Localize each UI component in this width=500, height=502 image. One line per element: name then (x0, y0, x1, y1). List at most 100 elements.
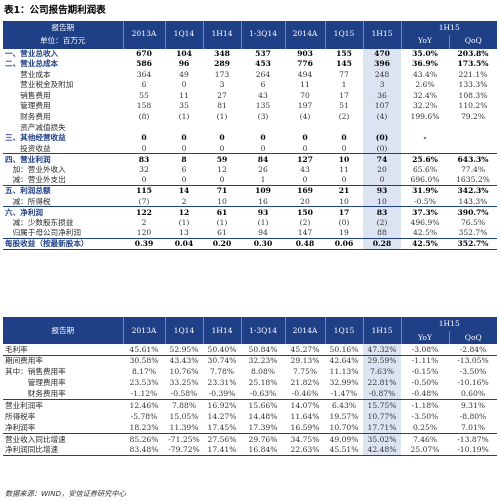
table-cell: 30.74% (203, 354, 241, 367)
table-cell: 0 (141, 175, 147, 185)
table-cell: (7) (138, 196, 150, 206)
table-row: 销售费用 55 11 27 43 70 17 36 32.4% 108.3% (3, 90, 497, 101)
table-cell: -13.87% (449, 432, 497, 445)
table-cell: 903 (285, 47, 325, 59)
table-cell: 0 (260, 143, 266, 153)
table-cell: 1635.2% (456, 175, 490, 185)
table-cell: 11.13% (329, 367, 359, 377)
row-label: 毛利率 (5, 344, 28, 354)
table-cell: 31.9% (401, 185, 449, 197)
table-cell: 0 (219, 175, 225, 185)
table-cell: 7.63% (363, 366, 401, 378)
table-cell: (2) (338, 112, 350, 122)
table-cell: 32.23% (241, 354, 285, 367)
table-cell: 22.63% (285, 444, 325, 457)
table-row: 净利润率 18.23% 11.39% 17.45% 17.39% 16.59% 10.70%… (3, 422, 497, 434)
table-cell: 17.41% (203, 444, 241, 457)
table-cell: 494 (297, 69, 313, 79)
table-cell: 15.75% (363, 399, 401, 412)
table-cell (449, 133, 497, 144)
table-cell: 34.75% (285, 432, 325, 445)
table-cell: 93 (363, 185, 401, 197)
table-cell: 16 (258, 196, 268, 206)
table-cell: 470 (363, 47, 401, 59)
table-cell: 45.27% (290, 344, 320, 354)
row-label: 营业收入同比增速 (3, 432, 123, 445)
table-cell: (1) (178, 218, 190, 227)
table-cell: 21 (325, 185, 363, 197)
table-row: 每股收益（按最新股本） 0.39 0.04 0.20 0.30 0.48 0.06 0.28 4… (3, 238, 497, 250)
table-cell: 0.60% (460, 389, 486, 399)
table-cell: (4) (299, 112, 311, 122)
table-cell: 0.20 (203, 238, 241, 250)
table-cell (363, 122, 401, 133)
table-cell (401, 143, 449, 154)
table-cell: 17 (325, 206, 363, 218)
header-unit-label: 单位：百万元 (3, 35, 124, 48)
table-cell: (0) (363, 143, 401, 154)
table-cell: -2.84% (459, 344, 487, 354)
table-cell: 83.48% (123, 444, 165, 457)
table-cell: 0.30 (241, 238, 285, 250)
income-statement-table: 报告期 2013A 1Q14 1H14 1-3Q14 2014A 1Q15 1H… (3, 21, 497, 250)
table-cell: -1.47% (330, 389, 358, 399)
table-cell: 30.58% (123, 354, 165, 367)
table-cell: 10 (363, 196, 401, 207)
table-cell: 77.4% (460, 165, 486, 175)
table-cell: (1) (178, 112, 190, 122)
table-cell: 0 (181, 80, 187, 90)
table-cell: 42.5% (401, 238, 449, 250)
table-cell: 696.0% (410, 175, 440, 185)
table-cell: 390.7% (449, 206, 497, 218)
table-cell (203, 122, 241, 133)
table-cell (241, 122, 285, 133)
table-cell: 147 (297, 228, 313, 238)
table-row: 一、营业总收入 670 104 348 537 903 155 470 35.0% 203.8% (3, 47, 497, 59)
col-header: 2013A (123, 21, 166, 48)
table-cell: 10 (325, 153, 363, 165)
row-label: 减：少数股东损益 (5, 218, 74, 227)
table-cell (401, 122, 449, 133)
table-cell: 52.95% (169, 344, 199, 354)
table-cell: 586 (136, 59, 152, 69)
table-cell: 76.5% (460, 218, 486, 227)
table-cell: 49.09% (325, 432, 363, 445)
col-group-header: 1H15 (401, 317, 497, 331)
table-cell: 0 (141, 143, 147, 153)
table-cell: 16.92% (203, 399, 241, 412)
row-label: 一、营业总收入 (3, 47, 123, 59)
table-cell: 115 (123, 185, 165, 197)
table-cell: 12.46% (123, 399, 165, 412)
table-row: 净利润同比增速 83.48% -79.72% 17.41% 16.84% 22.63% 45… (3, 444, 497, 457)
row-label: 二、营业总成本 (5, 59, 59, 69)
table-cell: 25.6% (401, 153, 449, 165)
table-cell: 348 (203, 47, 241, 59)
table-row: 五、利润总额 115 14 71 109 169 21 93 31.9% 342.3% (3, 185, 497, 197)
table-cell: 29.59% (363, 354, 401, 367)
table-cell: 45.51% (325, 444, 363, 457)
table-cell: -79.72% (165, 444, 203, 457)
table-cell: 0 (181, 133, 187, 143)
table-cell: 3 (219, 80, 225, 90)
table-cell: -1.18% (401, 399, 449, 412)
table-cell: 14 (165, 185, 203, 197)
table-cell: 14.27% (207, 411, 237, 421)
table-cell: 32.99% (329, 378, 359, 388)
col-header: 1Q14 (165, 21, 204, 48)
table-cell: 10.77% (363, 411, 401, 423)
table-row: 四、营业利润 83 8 59 84 127 10 74 25.6% 643.3% (3, 153, 497, 165)
table-cell: 109 (241, 185, 285, 197)
table-cell: -0.39% (208, 389, 236, 399)
table-cell: 0 (363, 175, 401, 186)
table-cell: 43.43% (165, 354, 203, 367)
table-cell: 6.43% (325, 399, 363, 412)
table-cell: 7.46% (401, 432, 449, 445)
table-row: 毛利率 45.61% 52.95% 50.40% 50.84% 45.27% 50.16% 4… (3, 344, 497, 356)
row-label: 五、利润总额 (3, 185, 123, 197)
col-subheader-yoy: YoY (401, 35, 450, 48)
table-cell: 11.39% (169, 422, 199, 432)
table-cell: 42.48% (363, 444, 401, 457)
row-label: 四、营业利润 (3, 153, 123, 165)
table-cell: 453 (255, 59, 271, 69)
row-label: 三、其他经营收益 (5, 133, 66, 143)
